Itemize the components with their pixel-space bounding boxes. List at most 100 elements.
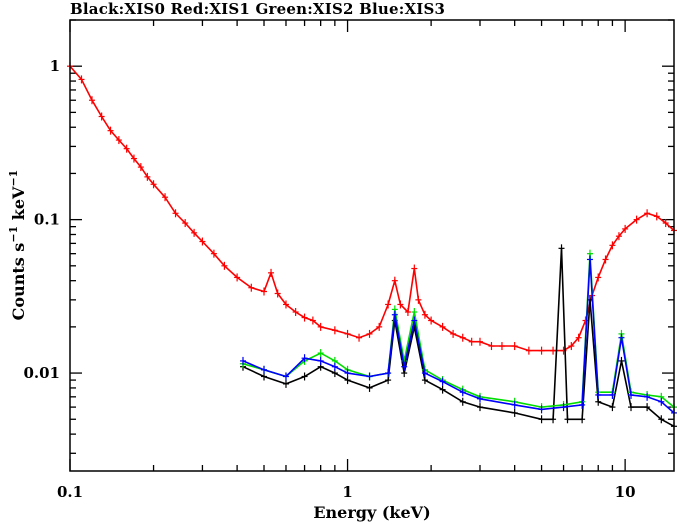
data-point bbox=[401, 362, 408, 371]
data-point bbox=[511, 408, 518, 417]
data-point bbox=[210, 249, 217, 258]
data-point bbox=[191, 228, 198, 237]
data-point bbox=[633, 215, 640, 224]
data-point bbox=[282, 379, 289, 388]
data-point bbox=[644, 392, 651, 401]
y-axis-label-mid: keV bbox=[9, 186, 28, 226]
data-point bbox=[421, 310, 428, 319]
data-point bbox=[595, 397, 602, 406]
data-point bbox=[468, 337, 475, 346]
data-point bbox=[558, 244, 565, 253]
x-tick-label: 10 bbox=[615, 483, 636, 501]
data-point bbox=[560, 403, 567, 412]
data-point bbox=[550, 346, 557, 355]
data-point bbox=[366, 372, 373, 381]
data-point bbox=[115, 136, 122, 145]
x-tick-label: 1 bbox=[342, 483, 352, 501]
data-point bbox=[538, 415, 545, 424]
data-point bbox=[439, 322, 446, 331]
data-point bbox=[609, 390, 616, 399]
data-point bbox=[411, 308, 418, 317]
data-point bbox=[538, 405, 545, 414]
data-point bbox=[331, 326, 338, 335]
data-point bbox=[150, 180, 157, 189]
data-point bbox=[459, 333, 466, 342]
data-point bbox=[331, 362, 338, 371]
data-point bbox=[356, 333, 363, 342]
data-point bbox=[144, 172, 151, 181]
data-point bbox=[511, 342, 518, 351]
data-point bbox=[498, 342, 505, 351]
data-point bbox=[595, 273, 602, 282]
series-xis1 bbox=[67, 62, 677, 355]
chart-title: Black:XIS0 Red:XIS1 Green:XIS2 Blue:XIS3 bbox=[70, 0, 446, 18]
data-point bbox=[628, 390, 635, 399]
data-point bbox=[476, 394, 483, 403]
series-xis0 bbox=[239, 244, 677, 431]
data-point bbox=[301, 372, 308, 381]
data-point bbox=[568, 342, 575, 351]
data-point bbox=[662, 219, 669, 228]
data-point bbox=[397, 300, 404, 309]
data-point bbox=[385, 300, 392, 309]
data-point bbox=[411, 316, 418, 325]
series-xis2 bbox=[239, 249, 677, 412]
data-point bbox=[344, 329, 351, 338]
x-axis-label: Energy (keV) bbox=[313, 503, 430, 522]
data-point bbox=[628, 403, 635, 412]
x-tick-label: 0.1 bbox=[57, 483, 83, 501]
data-point bbox=[404, 308, 411, 317]
data-point bbox=[595, 390, 602, 399]
data-point bbox=[525, 346, 532, 355]
data-point bbox=[261, 365, 268, 374]
data-point bbox=[385, 376, 392, 385]
data-point bbox=[450, 329, 457, 338]
y-tick-label: 1 bbox=[50, 57, 60, 75]
data-point bbox=[658, 415, 665, 424]
data-point bbox=[344, 369, 351, 378]
y-axis-label-base: Counts s bbox=[9, 243, 28, 321]
data-point bbox=[564, 415, 571, 424]
data-point bbox=[78, 75, 85, 84]
y-axis-label: Counts s−1 keV−1 bbox=[7, 170, 28, 321]
data-point bbox=[411, 264, 418, 273]
data-point bbox=[391, 276, 398, 285]
axis-ticks bbox=[69, 19, 674, 471]
data-point bbox=[550, 415, 557, 424]
y-tick-label: 0.1 bbox=[34, 211, 60, 229]
data-point bbox=[261, 287, 268, 296]
data-point bbox=[282, 372, 289, 381]
data-point bbox=[575, 333, 582, 342]
data-point bbox=[221, 261, 228, 270]
series-layer bbox=[67, 62, 677, 431]
data-point bbox=[428, 316, 435, 325]
data-point bbox=[162, 193, 169, 202]
data-point bbox=[421, 369, 428, 378]
data-point bbox=[344, 376, 351, 385]
data-point bbox=[602, 255, 609, 264]
data-point bbox=[137, 163, 144, 172]
data-point bbox=[579, 400, 586, 409]
data-point bbox=[88, 96, 95, 105]
data-point bbox=[615, 232, 622, 241]
data-point bbox=[376, 322, 383, 331]
data-point bbox=[317, 356, 324, 365]
data-point bbox=[415, 295, 422, 304]
data-point bbox=[292, 308, 299, 317]
series-line-xis0 bbox=[242, 248, 675, 428]
data-point bbox=[182, 219, 189, 228]
data-point bbox=[317, 322, 324, 331]
data-point bbox=[618, 356, 625, 365]
plot-frame bbox=[69, 19, 675, 472]
data-point bbox=[268, 268, 275, 277]
data-point bbox=[476, 337, 483, 346]
data-point bbox=[391, 310, 398, 319]
data-point bbox=[609, 241, 616, 250]
data-point bbox=[123, 144, 130, 153]
data-point bbox=[248, 283, 255, 292]
series-line-xis2 bbox=[242, 253, 675, 408]
y-tick-label: 0.01 bbox=[23, 364, 60, 382]
data-point bbox=[301, 313, 308, 322]
data-point bbox=[439, 385, 446, 394]
